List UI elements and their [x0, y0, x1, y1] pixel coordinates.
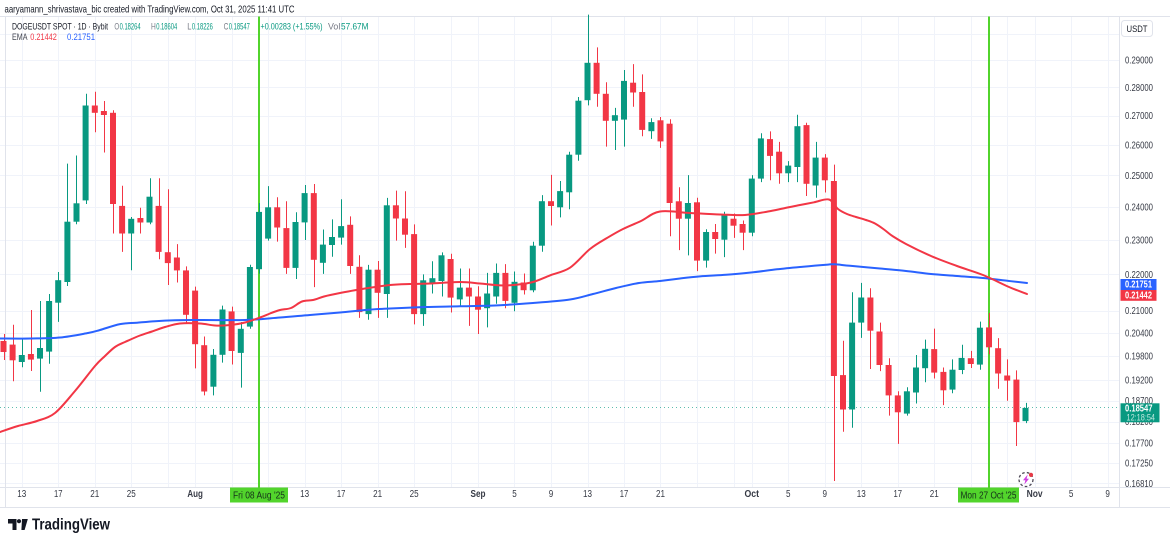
svg-text:0.21442: 0.21442: [30, 32, 57, 43]
svg-text:5: 5: [1069, 489, 1074, 500]
svg-text:C: C: [224, 22, 229, 33]
svg-text:0.26000: 0.26000: [1125, 140, 1153, 151]
svg-text:H: H: [151, 22, 156, 33]
svg-text:0.21000: 0.21000: [1125, 306, 1153, 317]
svg-text:0.18700: 0.18700: [1125, 396, 1153, 407]
svg-text:0.19800: 0.19800: [1125, 352, 1153, 363]
svg-text:0.25000: 0.25000: [1125, 171, 1153, 182]
svg-text:L: L: [187, 22, 191, 33]
svg-text:EMA: EMA: [12, 32, 28, 43]
svg-text:21: 21: [656, 489, 665, 500]
svg-text:13: 13: [583, 489, 592, 500]
svg-text:DOGEUSDT SPOT · 1D · Bybit: DOGEUSDT SPOT · 1D · Bybit: [12, 22, 108, 33]
svg-text:0.22000: 0.22000: [1125, 270, 1153, 281]
svg-text:0.18264: 0.18264: [120, 22, 141, 33]
svg-text:0.16810: 0.16810: [1125, 479, 1153, 490]
svg-text:25: 25: [127, 489, 136, 500]
svg-text:Aug: Aug: [187, 489, 203, 500]
svg-text:0.17700: 0.17700: [1125, 439, 1153, 450]
svg-text:0.29000: 0.29000: [1125, 56, 1153, 67]
svg-text:Mon 27 Oct '25: Mon 27 Oct '25: [961, 491, 1017, 502]
svg-text:0.24000: 0.24000: [1125, 202, 1153, 213]
svg-text:21: 21: [930, 489, 939, 500]
svg-text:USDT: USDT: [1127, 24, 1148, 34]
svg-text:Oct: Oct: [745, 489, 760, 500]
svg-text:0.18547: 0.18547: [229, 22, 250, 33]
svg-text:0.28000: 0.28000: [1125, 83, 1153, 94]
svg-text:9: 9: [549, 489, 554, 500]
svg-text:Sep: Sep: [471, 489, 486, 500]
svg-text:0.18604: 0.18604: [156, 22, 177, 33]
svg-text:0.18226: 0.18226: [192, 22, 213, 33]
svg-text:Nov: Nov: [1027, 489, 1043, 500]
svg-text:13: 13: [17, 489, 26, 500]
svg-text:57.67M: 57.67M: [341, 22, 369, 33]
svg-text:+0.00283 (+1.55%): +0.00283 (+1.55%): [261, 22, 323, 33]
svg-text:13: 13: [857, 489, 866, 500]
svg-text:0.19200: 0.19200: [1125, 376, 1153, 387]
svg-text:0.18547: 0.18547: [1125, 403, 1153, 414]
svg-text:17: 17: [54, 489, 63, 500]
svg-text:0.21751: 0.21751: [67, 32, 95, 43]
svg-text:17: 17: [894, 489, 903, 500]
svg-text:17: 17: [620, 489, 629, 500]
svg-text:12:18:54: 12:18:54: [1127, 412, 1156, 422]
svg-text:Fri 08 Aug '25: Fri 08 Aug '25: [233, 491, 285, 502]
svg-text:0.21751: 0.21751: [1125, 280, 1152, 291]
svg-text:0.21442: 0.21442: [1125, 290, 1152, 301]
svg-text:25: 25: [410, 489, 419, 500]
svg-text:0.18200: 0.18200: [1125, 417, 1153, 428]
svg-text:0.20400: 0.20400: [1125, 329, 1153, 340]
svg-text:O: O: [114, 22, 119, 33]
svg-text:0.17250: 0.17250: [1125, 459, 1153, 470]
svg-text:0.23000: 0.23000: [1125, 236, 1153, 247]
svg-text:aaryamann_shrivastava_bic crea: aaryamann_shrivastava_bic created with T…: [5, 3, 295, 15]
svg-text:TradingView: TradingView: [32, 517, 111, 534]
svg-text:0.27000: 0.27000: [1125, 111, 1153, 122]
svg-text:9: 9: [1105, 489, 1110, 500]
svg-text:21: 21: [90, 489, 99, 500]
svg-text:17: 17: [337, 489, 346, 500]
svg-text:13: 13: [300, 489, 309, 500]
svg-text:Vol: Vol: [328, 22, 340, 33]
svg-text:9: 9: [823, 489, 828, 500]
svg-text:5: 5: [786, 489, 791, 500]
svg-text:21: 21: [373, 489, 382, 500]
svg-text:5: 5: [512, 489, 517, 500]
